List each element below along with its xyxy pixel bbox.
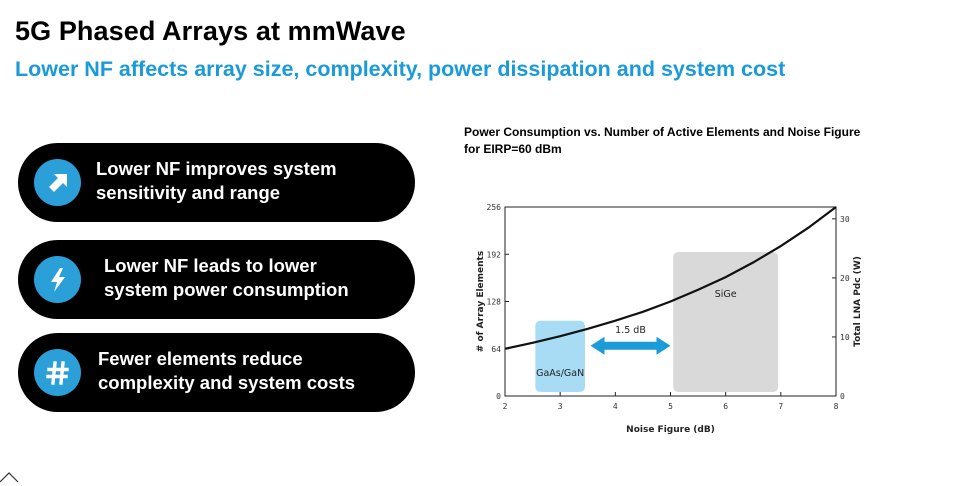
chevron-up-icon — [0, 472, 19, 483]
region-label: GaAs/GaN — [536, 368, 584, 379]
bullet-text: Fewer elements reduce complexity and sys… — [98, 348, 356, 393]
y-tick-label: 0 — [496, 392, 501, 401]
y-tick-label: 256 — [487, 203, 502, 212]
y-tick-label: 64 — [491, 345, 501, 354]
y2-tick-label: 20 — [840, 274, 850, 283]
lightning-bolt-icon — [34, 256, 81, 303]
y-axis-label: # of Array Elements — [476, 251, 486, 352]
page-subtitle: Lower NF affects array size, complexity,… — [15, 57, 786, 81]
bullet-sensitivity: Lower NF improves system sensitivity and… — [18, 143, 415, 222]
arrow-up-right-icon — [34, 159, 81, 206]
y2-axis-label: Total LNA Pdc (W) — [853, 256, 863, 347]
bullet-text: Lower NF leads to lower system power con… — [104, 255, 349, 300]
arrow-label: 1.5 dB — [615, 325, 646, 336]
x-axis-label: Noise Figure (dB) — [626, 425, 715, 435]
y2-tick-label: 0 — [840, 392, 845, 401]
region-label: SiGe — [715, 289, 737, 300]
y-tick-label: 128 — [487, 298, 502, 307]
x-tick-label: 5 — [668, 402, 673, 411]
bullet-cost: Fewer elements reduce complexity and sys… — [18, 333, 415, 412]
y2-tick-label: 30 — [840, 215, 850, 224]
x-tick-label: 3 — [558, 402, 563, 411]
x-tick-label: 2 — [503, 402, 508, 411]
y-tick-label: 192 — [487, 250, 502, 259]
x-tick-label: 7 — [778, 402, 783, 411]
bullet-power: Lower NF leads to lower system power con… — [18, 240, 415, 319]
y2-tick-label: 10 — [840, 333, 850, 342]
double-arrow — [590, 336, 671, 355]
hash-icon — [34, 349, 81, 396]
chart-title: Power Consumption vs. Number of Active E… — [464, 125, 861, 156]
x-tick-label: 6 — [723, 402, 728, 411]
x-tick-label: 8 — [834, 402, 839, 411]
x-tick-label: 4 — [613, 402, 618, 411]
page-title: 5G Phased Arrays at mmWave — [15, 16, 406, 46]
bullet-text: Lower NF improves system sensitivity and… — [96, 158, 337, 203]
data-line — [504, 206, 837, 350]
region-box — [673, 252, 779, 392]
